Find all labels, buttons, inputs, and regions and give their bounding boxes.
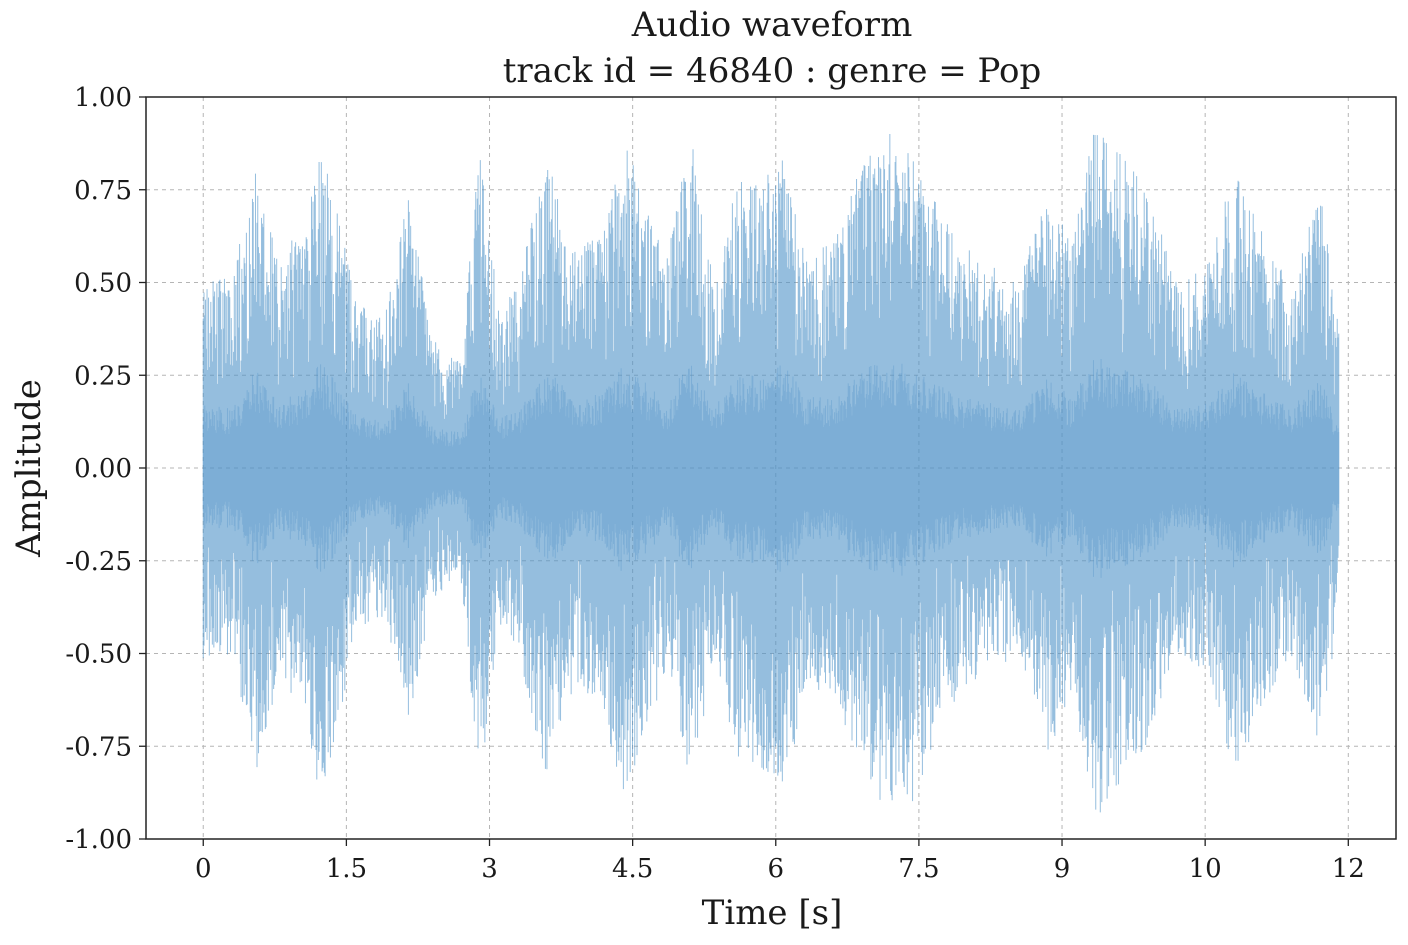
y-tick-label: 0.25	[74, 361, 132, 391]
chart-title: Audio waveform	[631, 5, 913, 45]
y-tick-label: 0.00	[74, 454, 132, 484]
x-tick-label: 12	[1332, 854, 1365, 884]
x-tick-label: 4.5	[612, 854, 653, 884]
y-axis-label: Amplitude	[9, 379, 49, 558]
y-tick-label: 0.50	[74, 269, 132, 299]
y-tick-label: 1.00	[74, 83, 132, 113]
x-tick-label: 7.5	[898, 854, 939, 884]
waveform-layer	[202, 133, 1340, 813]
y-tick-label: -0.75	[65, 732, 132, 762]
y-tick-label: -1.00	[65, 825, 132, 855]
x-tick-label: 0	[195, 854, 212, 884]
tick-layer: 0 1.5 3 4.5 6 7.5 9 10 12 1.00 0.75 0.50 0.25 0.00 -0.…	[65, 83, 1365, 884]
x-axis-label: Time [s]	[702, 893, 843, 933]
x-tick-label: 3	[481, 854, 498, 884]
chart-subtitle: track id = 46840 : genre = Pop	[503, 51, 1042, 91]
x-tick-label: 1.5	[326, 854, 367, 884]
y-tick-label: 0.75	[74, 176, 132, 206]
x-tick-label: 6	[767, 854, 784, 884]
x-tick-label: 10	[1189, 854, 1222, 884]
y-tick-label: -0.25	[65, 547, 132, 577]
y-tick-label: -0.50	[65, 640, 132, 670]
waveform-core	[202, 359, 1340, 578]
waveform-series	[202, 133, 1340, 813]
x-tick-label: 9	[1054, 854, 1071, 884]
